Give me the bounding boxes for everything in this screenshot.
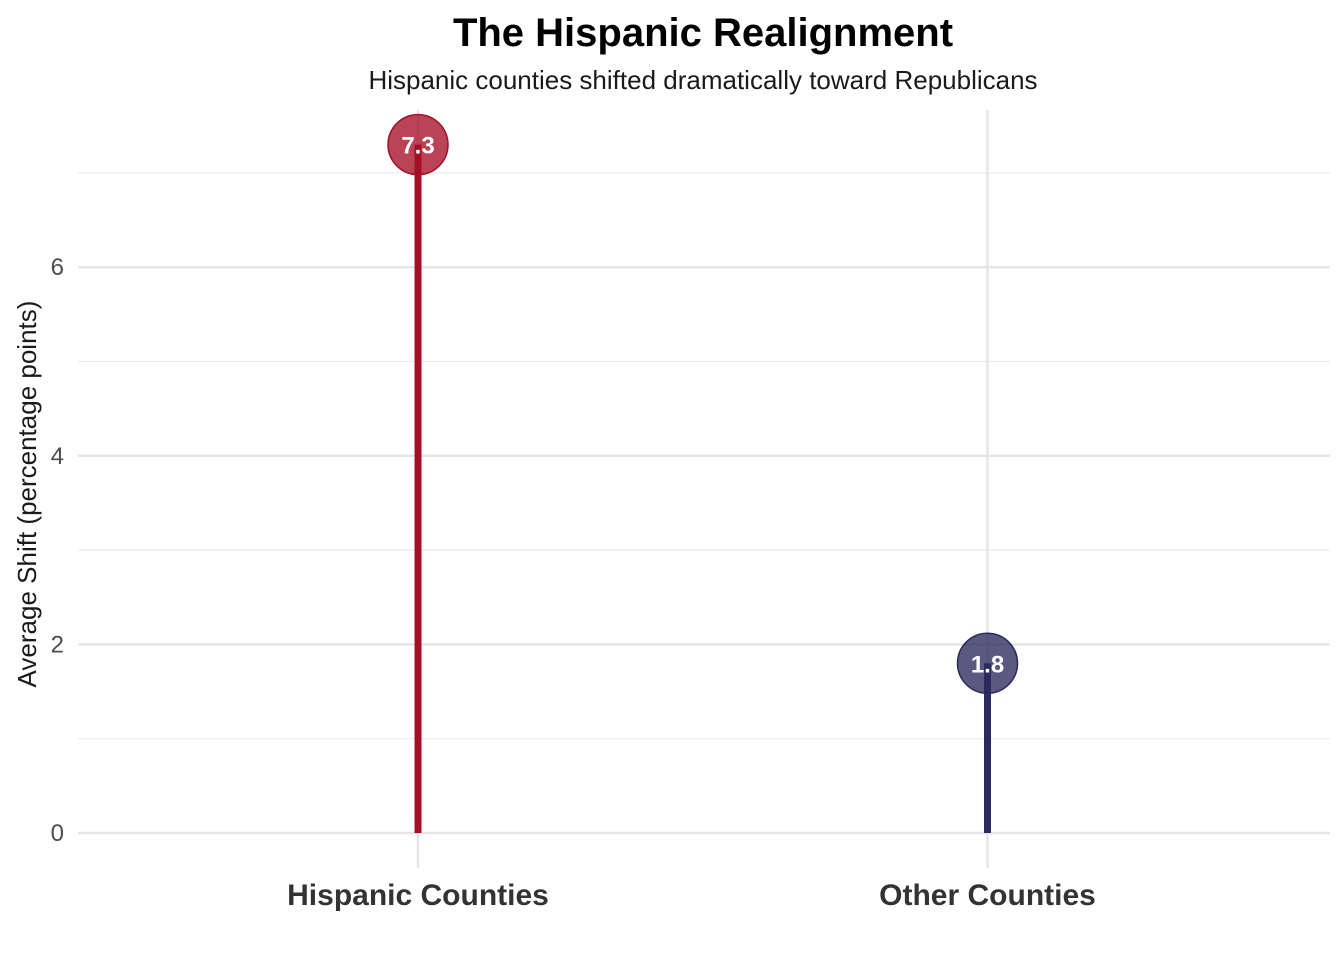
chart-title: The Hispanic Realignment (453, 11, 953, 55)
y-tick-label: 2 (51, 631, 64, 658)
lollipop-points (387, 113, 1019, 695)
lollipop-point (956, 632, 1019, 695)
lollipop-point (387, 113, 449, 176)
y-axis-label: Average Shift (percentage points) (12, 301, 42, 688)
point-value-label: 7.3 (401, 133, 434, 160)
point-value-label: 1.8 (971, 651, 1004, 678)
y-tick-label: 0 (51, 820, 64, 847)
grid-vertical (416, 110, 989, 868)
grid-major (78, 266, 1330, 835)
y-tick-label: 4 (51, 443, 64, 470)
y-tick-label: 6 (51, 254, 64, 281)
y-tick-labels: 0 2 4 6 (51, 254, 64, 847)
x-tick-labels: Hispanic Counties Other Counties (287, 879, 1096, 912)
lollipop-stems (414, 144, 991, 833)
x-tick-label: Other Counties (879, 879, 1096, 912)
point-labels: 7.3 1.8 (401, 133, 1004, 679)
x-tick-label: Hispanic Counties (287, 879, 549, 912)
grid-minor (78, 172, 1330, 740)
chart-subtitle: Hispanic counties shifted dramatically t… (368, 65, 1037, 95)
